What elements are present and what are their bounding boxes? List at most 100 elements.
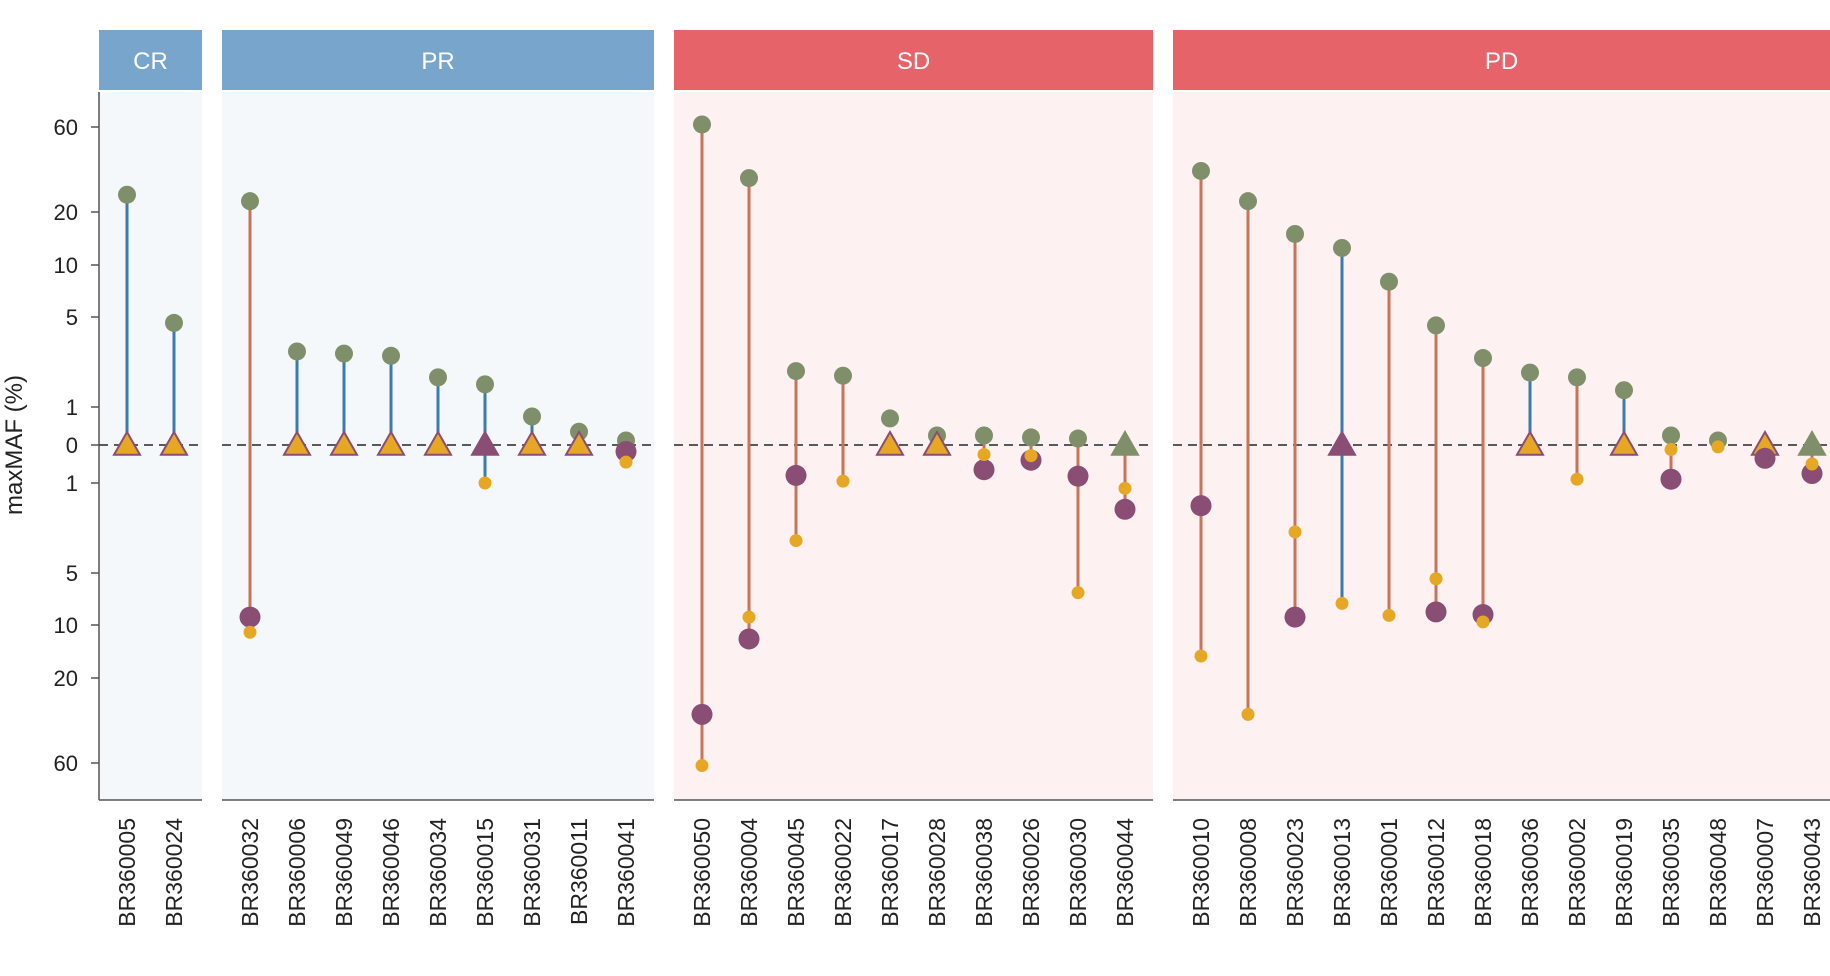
baseline-point-br360004 (740, 169, 758, 188)
post-point-br360043 (1801, 463, 1823, 484)
secondary-point-br360018 (1476, 615, 1490, 629)
sample-label-br360012: BR360012 (1423, 818, 1449, 927)
panel-label-sd: SD (897, 48, 930, 75)
post-point-br360032 (239, 606, 261, 628)
panel-label-pr: PR (421, 48, 454, 75)
undetected-marker-br360006 (282, 429, 312, 456)
undetected-marker-br360044 (1110, 429, 1140, 456)
sample-label-br360005: BR360005 (114, 818, 140, 927)
post-point-br360050 (691, 703, 713, 725)
undetected-marker-br360024 (159, 429, 189, 456)
post-point-br360035 (1660, 468, 1682, 490)
y-tick-label: 20 (54, 200, 78, 225)
baseline-point-br360005 (118, 185, 136, 204)
data-points (112, 115, 1827, 773)
baseline-point-br360022 (834, 366, 852, 385)
y-tick-label: 10 (54, 613, 78, 638)
sample-label-br360038: BR360038 (971, 818, 997, 927)
secondary-point-br360013 (1335, 596, 1349, 610)
undetected-marker-br360036 (1515, 429, 1545, 456)
secondary-point-br360023 (1288, 525, 1302, 539)
sample-label-br360011: BR360011 (566, 818, 592, 925)
baseline-point-br360018 (1474, 349, 1492, 368)
baseline-point-br360012 (1427, 316, 1445, 335)
sample-label-br360034: BR360034 (425, 818, 451, 927)
post-point-br360004 (738, 628, 760, 650)
baseline-point-br360035 (1662, 426, 1680, 445)
sample-label-br360006: BR360006 (284, 818, 310, 927)
secondary-point-br360032 (243, 625, 257, 639)
secondary-point-br360035 (1664, 443, 1678, 457)
sample-label-br360002: BR360002 (1564, 818, 1590, 927)
sample-labels: BR360005 BR360024 BR360032 BR360006 BR360049… (114, 818, 1825, 927)
y-tick-label: 0 (66, 433, 78, 458)
panel-label-cr: CR (133, 48, 168, 75)
baseline-point-br360019 (1615, 381, 1633, 400)
undetected-marker-br360046 (376, 429, 406, 456)
post-point-br360044 (1114, 498, 1136, 520)
undetected-marker-br360019 (1609, 429, 1639, 456)
sample-label-br360015: BR360015 (472, 818, 498, 927)
sample-label-br360031: BR360031 (519, 818, 545, 927)
y-tick-label: 1 (66, 395, 78, 420)
sample-label-br360030: BR360030 (1065, 818, 1091, 927)
baseline-point-br360046 (382, 346, 400, 365)
secondary-point-br360048 (1711, 440, 1725, 454)
secondary-point-br360008 (1241, 707, 1255, 721)
baseline-point-br360008 (1239, 192, 1257, 211)
baseline-point-br360017 (881, 409, 899, 428)
baseline-point-br360013 (1333, 238, 1351, 257)
baseline-point-br360031 (523, 407, 541, 426)
undetected-marker-br360028 (922, 429, 952, 456)
sample-label-br360028: BR360028 (924, 818, 950, 927)
undetected-marker-br360017 (875, 429, 905, 456)
secondary-point-br360026 (1024, 449, 1038, 463)
undetected-marker-br360013 (1327, 429, 1357, 456)
sample-label-br360041: BR360041 (613, 818, 639, 927)
sample-label-br360004: BR360004 (736, 818, 762, 927)
secondary-point-br360044 (1118, 481, 1132, 495)
secondary-point-br360022 (836, 474, 850, 488)
post-point-br360007 (1754, 447, 1776, 469)
baseline-point-br360045 (787, 362, 805, 381)
sample-label-br360019: BR360019 (1611, 818, 1637, 927)
baseline-point-br360032 (241, 192, 259, 211)
baseline-point-br360002 (1568, 368, 1586, 387)
sample-label-br360018: BR360018 (1470, 818, 1496, 927)
sample-label-br360026: BR360026 (1018, 818, 1044, 927)
sample-label-br360043: BR360043 (1799, 818, 1825, 927)
y-tick-label: 20 (54, 666, 78, 691)
y-tick-label: 10 (54, 253, 78, 278)
y-tick-label: 5 (66, 305, 78, 330)
y-tick-label: 60 (54, 751, 78, 776)
baseline-point-br360026 (1022, 428, 1040, 447)
panel-header-pd (1173, 30, 1830, 90)
undetected-marker-br360011 (564, 429, 594, 456)
sample-label-br360044: BR360044 (1112, 818, 1138, 927)
post-point-br360038 (973, 459, 995, 481)
panel-backgrounds (99, 92, 1830, 800)
baseline-point-br360049 (335, 344, 353, 363)
post-point-br360041 (615, 440, 637, 462)
panel-header-sd (674, 30, 1153, 90)
baseline-point-br360030 (1069, 429, 1087, 448)
sample-label-br360023: BR360023 (1282, 818, 1308, 927)
baseline-point-br360001 (1380, 272, 1398, 291)
sample-label-br360046: BR360046 (378, 818, 404, 927)
undetected-marker-br360043 (1797, 429, 1827, 456)
baseline-point-br360036 (1521, 363, 1539, 382)
sample-label-br360048: BR360048 (1705, 818, 1731, 927)
panel-header-pr (222, 30, 654, 90)
sample-label-br360024: BR360024 (161, 818, 187, 927)
sample-label-br360049: BR360049 (331, 818, 357, 927)
baseline-point-br360038 (975, 426, 993, 445)
y-tick-label: 60 (54, 115, 78, 140)
sample-label-br360035: BR360035 (1658, 818, 1684, 927)
sample-label-br360022: BR360022 (830, 818, 856, 927)
sample-label-br360050: BR360050 (689, 818, 715, 927)
post-point-br360012 (1425, 601, 1447, 623)
secondary-point-br360045 (789, 534, 803, 548)
baseline-point-br360024 (165, 313, 183, 332)
panel-header-cr (99, 30, 202, 90)
y-axis-title: maxMAF (%) (1, 375, 28, 515)
